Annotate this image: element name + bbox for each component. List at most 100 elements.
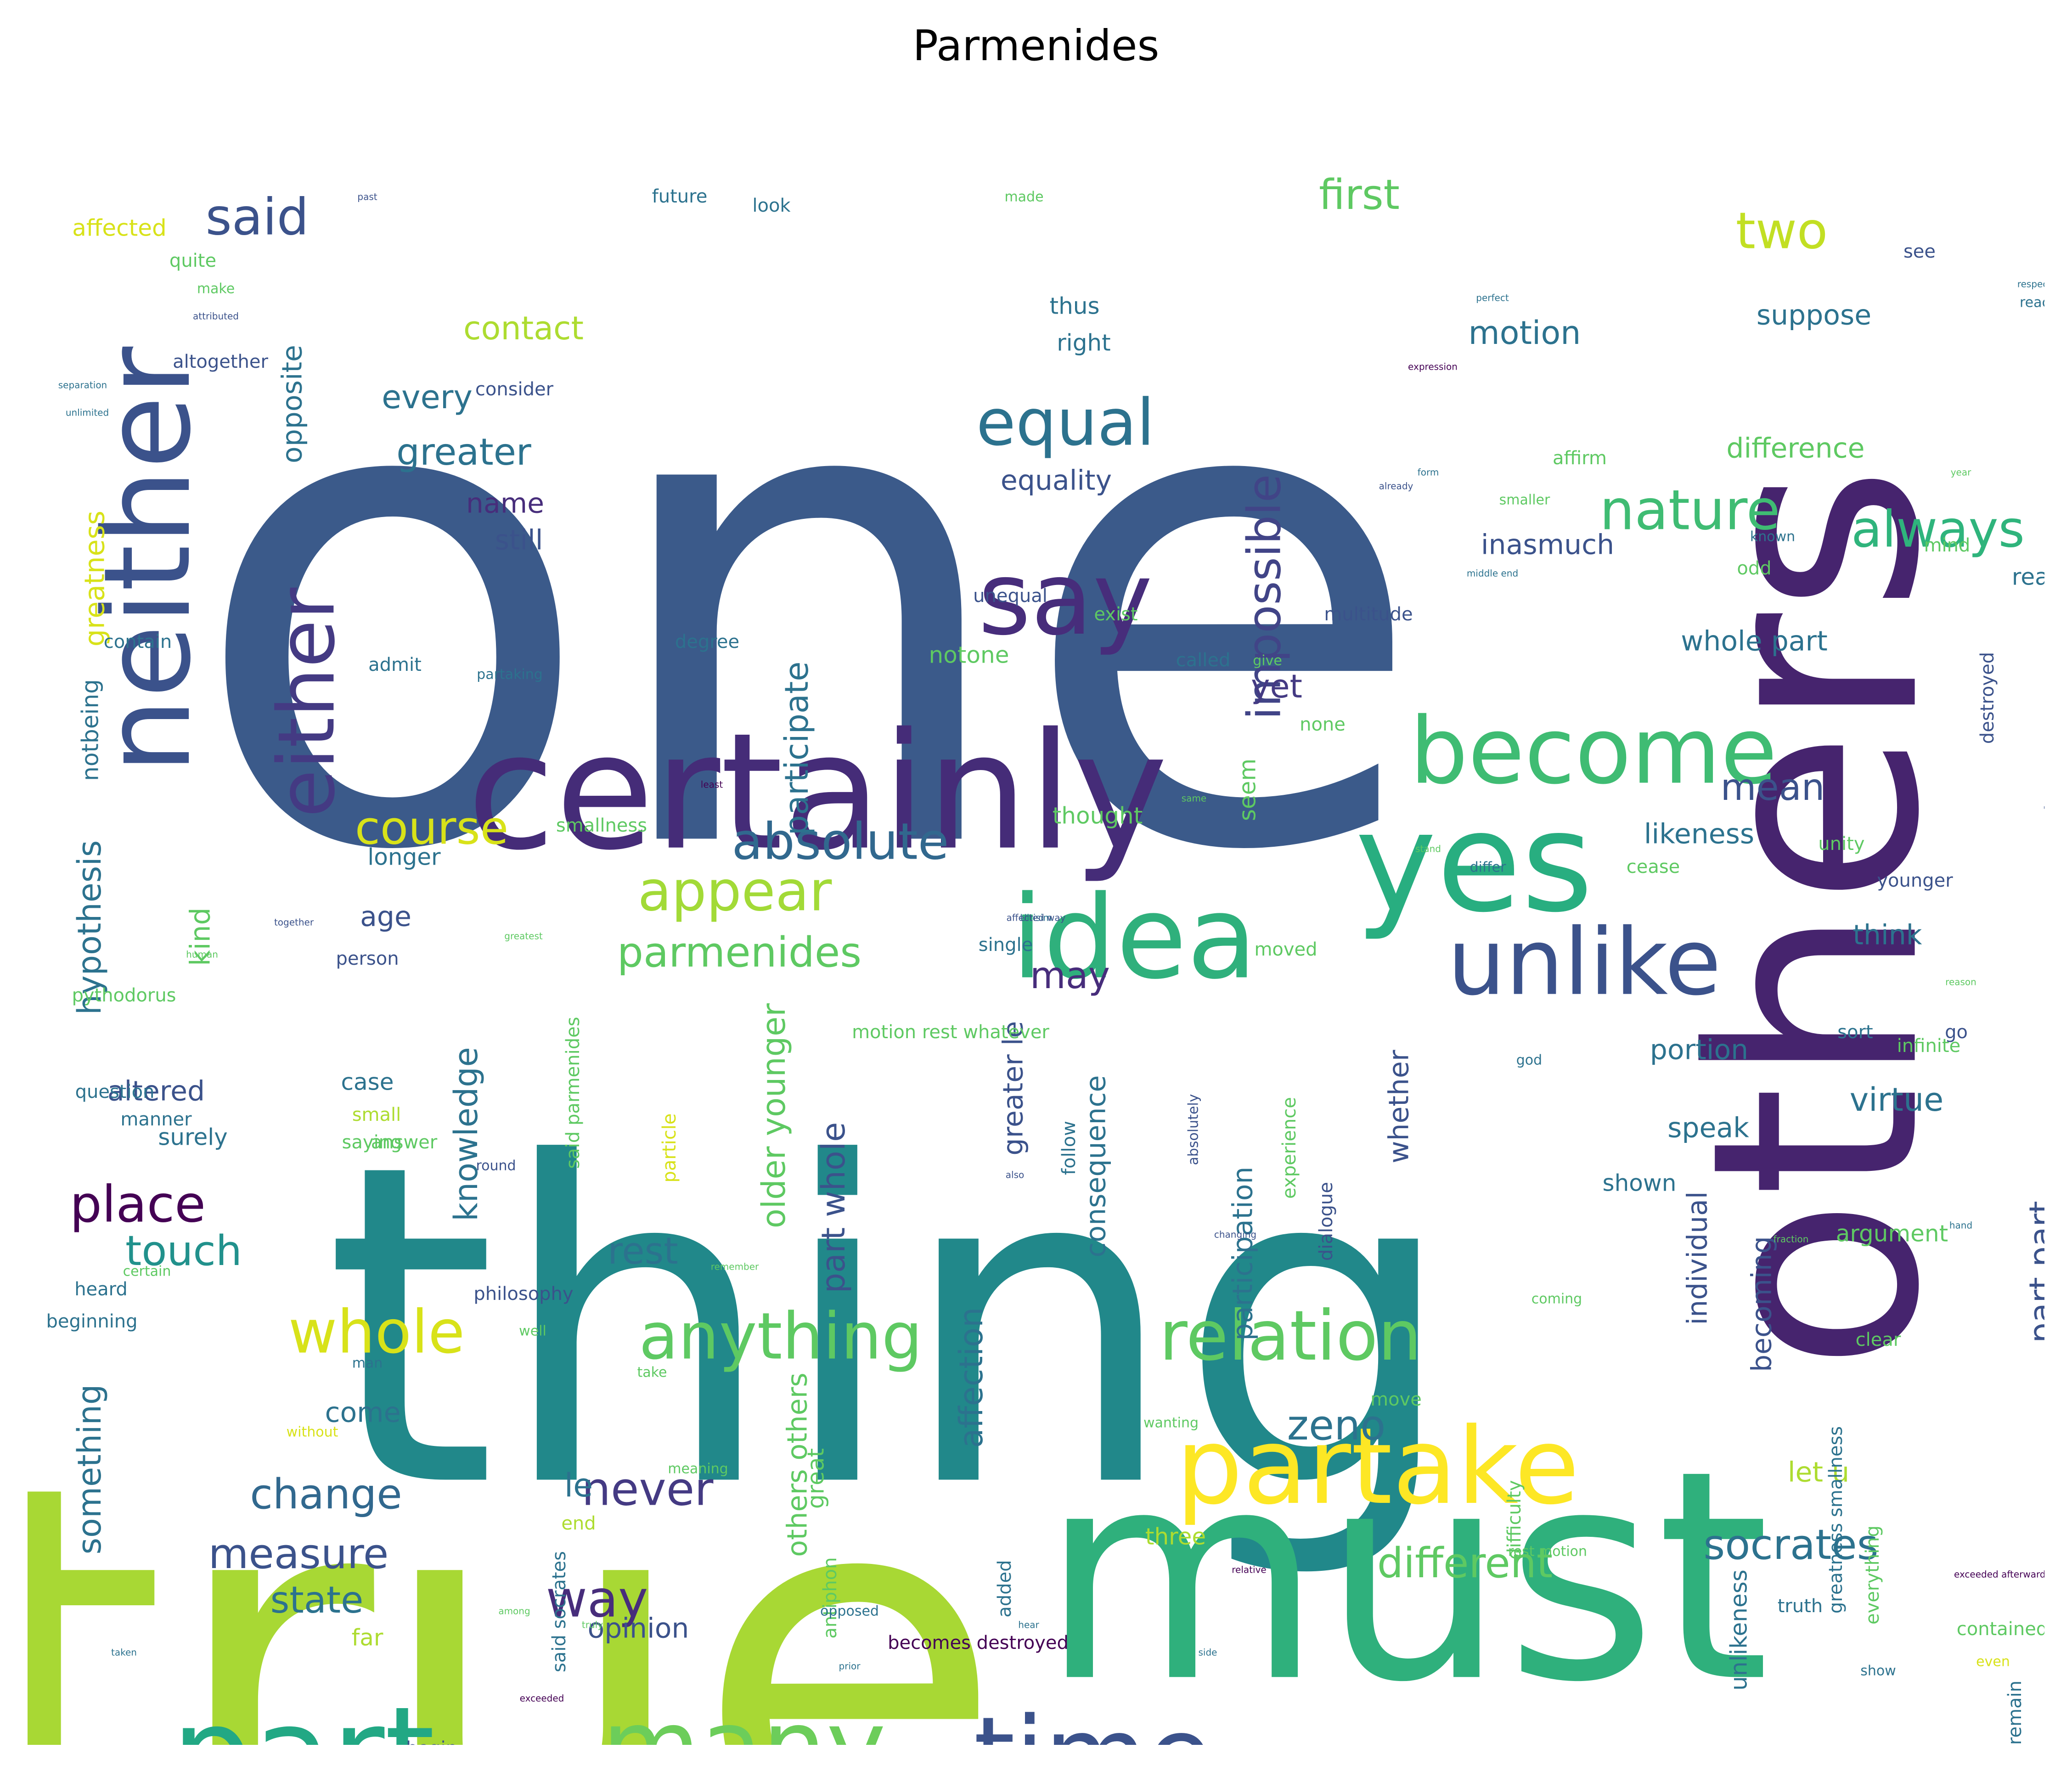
word-part-whole: part whole — [815, 1122, 852, 1293]
word-without: without — [287, 1424, 338, 1440]
word-unequal: unequal — [973, 585, 1047, 607]
word-certainly: certainly — [467, 698, 1168, 886]
word-beginning: beginning — [46, 1311, 137, 1332]
word-inasmuch: inasmuch — [1481, 529, 1614, 561]
word-notone: notone — [929, 642, 1009, 669]
word-hand: hand — [1949, 1220, 1972, 1231]
word-rest-motion: rest motion — [1508, 1544, 1587, 1560]
word-exceeded-afterwards: exceeded afterwards — [1954, 1569, 2044, 1580]
word-partaking: partaking — [477, 667, 543, 683]
word-hear: hear — [1018, 1620, 1039, 1631]
word-together: together — [274, 917, 314, 928]
word-unlimited: unlimited — [66, 407, 109, 418]
word-question: question — [75, 1081, 155, 1102]
word-older-younger: older younger — [755, 1003, 793, 1228]
word-likeness: likeness — [1644, 818, 1754, 850]
word-speak: speak — [1667, 1112, 1749, 1144]
word-affected-way: affected way — [1007, 912, 1066, 923]
word-infinite: infinite — [1897, 1035, 1960, 1057]
word-affected: affected — [72, 215, 166, 242]
word-whole: whole — [288, 1297, 465, 1367]
word-notbeing: notbeing — [77, 679, 104, 781]
word-clear: clear — [1856, 1329, 1901, 1350]
word-look: look — [752, 195, 791, 216]
word-idea: idea — [1011, 871, 1257, 1004]
word-begin: begin — [406, 1738, 457, 1745]
word-become: become — [1410, 698, 1777, 805]
word-destroyed: destroyed — [1977, 652, 1998, 744]
word-part: part — [171, 1680, 435, 1745]
word-consequence: consequence — [1080, 1075, 1112, 1258]
word-one: one — [189, 220, 1428, 995]
word-difficulty: difficulty — [1504, 1480, 1525, 1560]
word-middle-end: middle end — [1467, 568, 1518, 579]
word-sort: sort — [1837, 1022, 1873, 1043]
word-unlike: unlike — [1447, 909, 1721, 1016]
word-part-part: part part — [2022, 1201, 2044, 1343]
word-respect: respect — [2017, 279, 2044, 290]
word-difference: difference — [1726, 433, 1864, 465]
word-name: name — [466, 488, 544, 520]
word-place: place — [70, 1175, 206, 1233]
word-partake: partake — [1176, 1406, 1579, 1528]
word-seem: seem — [1234, 759, 1261, 821]
word-perfect: perfect — [1476, 292, 1509, 304]
word-future: future — [652, 186, 708, 207]
word-participate: participate — [778, 662, 816, 836]
word-follow: follow — [1059, 1121, 1080, 1175]
word-show: show — [1860, 1663, 1896, 1679]
word-altogether: altogether — [173, 351, 268, 372]
word-see: see — [1903, 241, 1936, 262]
word-relation: relation — [1159, 1296, 1422, 1376]
word-absolute: absolute — [732, 812, 949, 871]
word-right: right — [1057, 330, 1110, 356]
word-multitude: multitude — [1324, 604, 1413, 625]
word-greatness-smallness: greatness smallness — [1825, 1426, 1847, 1614]
word-zeno: zeno — [1287, 1401, 1386, 1450]
word-first: first — [1319, 171, 1400, 219]
word-particle: particle — [659, 1113, 680, 1183]
word-measure: measure — [208, 1530, 389, 1578]
word-small: small — [352, 1104, 401, 1125]
word-meaning: meaning — [668, 1461, 728, 1477]
word-becomes-destroyed: becomes destroyed — [888, 1632, 1069, 1653]
word-greater: greater — [396, 431, 531, 473]
word-exist: exist — [1094, 604, 1137, 625]
word-always: always — [1851, 500, 2025, 558]
word-different: different — [1377, 1539, 1553, 1587]
word-remember: remember — [711, 1261, 759, 1272]
word-degree: degree — [675, 631, 739, 652]
word-everything: everything — [1862, 1525, 1883, 1625]
word-rest: rest — [608, 1230, 678, 1272]
word-true: true — [28, 1378, 1005, 1745]
word-saying: saying — [342, 1132, 402, 1153]
word-participation: participation — [1227, 1166, 1259, 1340]
word-truly: truly — [582, 1620, 603, 1631]
word-cloud-background — [28, 92, 2044, 1745]
word-suppose: suppose — [1757, 299, 1871, 332]
word-may: may — [1030, 954, 1110, 997]
word-two: two — [1736, 201, 1828, 260]
word-let-u: let u — [1788, 1456, 1849, 1489]
word-three: three — [1145, 1524, 1206, 1550]
word-contain: contain — [104, 631, 172, 652]
word-appear: appear — [638, 860, 832, 924]
word-either: either — [261, 588, 352, 818]
word-great: great — [803, 1448, 829, 1509]
word-mind: mind — [1924, 535, 1971, 556]
word-every: every — [382, 378, 473, 416]
word-side: side — [1199, 1647, 1217, 1658]
word-whole-part: whole part — [1681, 625, 1828, 658]
word-consider: consider — [475, 379, 554, 400]
word-kind: kind — [185, 907, 217, 966]
word-thus: thus — [1049, 293, 1099, 320]
word-still: still — [495, 524, 543, 557]
word-reason: reason — [1945, 977, 1976, 988]
word-cease: cease — [1627, 856, 1680, 877]
word-touch: touch — [125, 1227, 242, 1275]
word-form: form — [1418, 467, 1439, 478]
word-least: least — [701, 779, 723, 790]
word-whether: whether — [1383, 1050, 1415, 1163]
word-same: same — [1182, 793, 1206, 804]
word-motion-rest-whatever: motion rest whatever — [852, 1022, 1049, 1043]
